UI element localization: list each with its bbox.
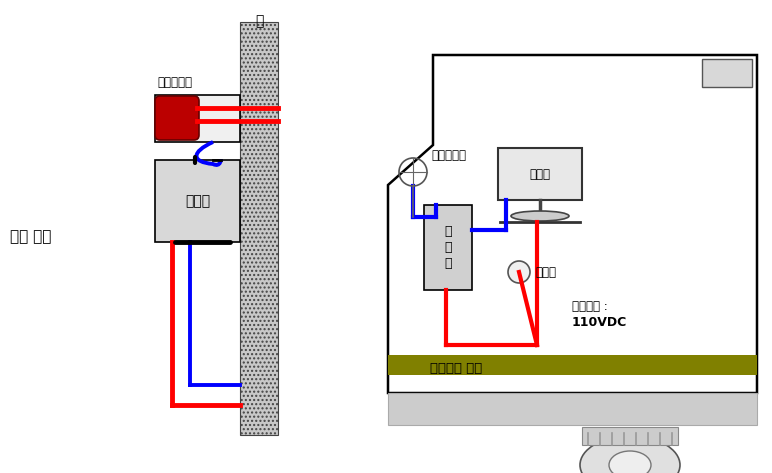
Text: 벽: 벽 xyxy=(255,14,263,28)
Bar xyxy=(388,355,757,375)
Text: 컨버터: 컨버터 xyxy=(535,265,556,279)
Ellipse shape xyxy=(511,211,569,221)
Text: 송신기: 송신기 xyxy=(185,194,210,208)
Bar xyxy=(155,160,240,242)
Ellipse shape xyxy=(580,436,680,473)
Bar xyxy=(702,59,752,87)
Bar xyxy=(424,205,472,290)
Text: 터널 내부: 터널 내부 xyxy=(10,229,52,245)
Ellipse shape xyxy=(609,451,651,473)
Circle shape xyxy=(508,261,530,283)
Text: 차량전원 사용: 차량전원 사용 xyxy=(430,362,482,375)
Text: 수신안테나: 수신안테나 xyxy=(431,149,466,162)
Text: 110VDC: 110VDC xyxy=(572,316,627,329)
Text: 송신안테나: 송신안테나 xyxy=(157,76,192,89)
Polygon shape xyxy=(388,55,757,393)
Text: 모니터: 모니터 xyxy=(530,167,550,181)
FancyBboxPatch shape xyxy=(155,96,199,140)
Bar xyxy=(498,148,582,200)
Bar xyxy=(388,393,757,425)
Bar xyxy=(155,95,240,142)
Bar xyxy=(240,22,278,435)
Text: 수
신
기: 수 신 기 xyxy=(444,225,452,270)
Text: 사용전원 :: 사용전원 : xyxy=(572,300,608,313)
Bar xyxy=(582,427,678,445)
